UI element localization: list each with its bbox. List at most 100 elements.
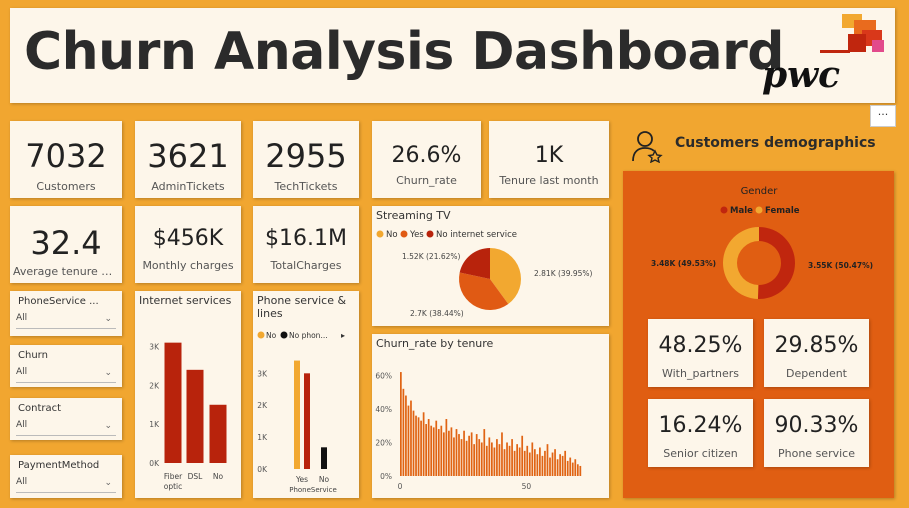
y-tick-label: 0K [257, 465, 268, 474]
x-tick-label: No [319, 475, 330, 484]
x-tick-label: No [213, 472, 224, 481]
bar [564, 450, 567, 476]
page-title: Churn Analysis Dashboard [24, 22, 785, 82]
y-tick-label: 20% [375, 438, 392, 447]
chart-title: Churn_rate by tenure [376, 337, 494, 350]
kpi-value: 2955 [265, 137, 347, 175]
legend-male-swatch [720, 206, 728, 214]
bar [576, 464, 579, 476]
bar [480, 442, 483, 476]
internet-services-chart: Internet services Fiber optic 0K 1K 2K 3K DS… [135, 291, 241, 498]
y-tick-label: 1K [149, 420, 160, 429]
x-tick-label: Fiber [164, 472, 183, 481]
bar [402, 388, 405, 476]
bar [536, 454, 539, 476]
slice-label-no-internet: 1.52K (21.62%) [402, 252, 461, 261]
bar [164, 342, 182, 463]
slice-label-yes: 2.7K (38.44%) [410, 309, 464, 318]
stat-label: Phone service [778, 447, 855, 460]
streaming-tv-svg: No Yes No internet service 2.81K (39.95%… [376, 230, 593, 318]
slicer-dropdown[interactable]: All ⌄ [16, 420, 116, 436]
stat-label: Senior citizen [663, 447, 738, 460]
bar [506, 442, 508, 476]
legend-no-internet-swatch [426, 230, 434, 238]
bar [415, 415, 417, 476]
slicer-label: Churn [18, 350, 48, 361]
bar [513, 450, 516, 476]
legend-female-swatch [755, 206, 763, 214]
bar [544, 450, 546, 476]
slicer-value: All [16, 367, 28, 377]
bar [294, 360, 300, 469]
bar [468, 435, 470, 476]
bar [430, 425, 433, 476]
donut-slice [722, 227, 759, 299]
kpi-average-tenure: 32.4 Average tenure mo... [10, 206, 122, 283]
more-options-button[interactable]: ··· [870, 105, 896, 127]
slicer-churn[interactable]: Churn All ⌄ [10, 345, 122, 387]
legend-no-swatch [376, 230, 384, 238]
slicer-label: PaymentMethod [18, 460, 100, 471]
chevron-down-icon[interactable]: ⌄ [104, 314, 112, 324]
kpi-label: Monthly charges [142, 259, 234, 272]
streaming-tv-chart: Streaming TV No Yes No internet service … [372, 206, 609, 326]
slicer-contract[interactable]: Contract All ⌄ [10, 398, 122, 440]
bar [516, 444, 519, 476]
bar [498, 444, 501, 476]
slicer-dropdown[interactable]: All ⌄ [16, 477, 116, 493]
kpi-label: AdminTickets [151, 180, 225, 193]
bar [501, 432, 503, 476]
slicer-phone-service[interactable]: PhoneService ... All ⌄ [10, 291, 122, 336]
churn-by-tenure-svg: 0% 20% 40% 60% 0 50 [375, 371, 582, 491]
y-tick-label: 60% [375, 371, 392, 380]
phone-service-svg: No No phon... ▸ PhoneService 0K 1K 2K 3K Yes… [257, 331, 345, 494]
donut-label-right: 3.55K (50.47%) [808, 261, 873, 270]
demographics-panel: Gender Male Female 3.48K (49.53%) 3.55K … [623, 171, 894, 498]
kpi-value: 3621 [147, 137, 229, 175]
stat-with-partners: 48.25% With_partners [648, 319, 753, 387]
y-tick-label: 3K [257, 369, 268, 378]
legend-no-internet-label: No internet service [436, 230, 517, 240]
bar [518, 447, 521, 476]
bar [470, 432, 473, 476]
bar [420, 420, 422, 476]
bar [321, 447, 327, 469]
bar [551, 452, 554, 476]
bar [566, 460, 569, 476]
bar [508, 445, 511, 476]
bar [304, 373, 310, 469]
bar [437, 429, 440, 476]
slicer-dropdown[interactable]: All ⌄ [16, 313, 116, 329]
stat-dependent: 29.85% Dependent [764, 319, 869, 387]
chevron-down-icon[interactable]: ⌄ [104, 368, 112, 378]
bar [521, 435, 524, 476]
legend-yes-label: Yes [409, 230, 424, 240]
kpi-value: $456K [152, 226, 224, 251]
bar [488, 437, 491, 476]
user-star-icon [632, 131, 663, 163]
kpi-total-charges: $16.1M TotalCharges [253, 206, 359, 283]
bar [422, 412, 425, 476]
x-axis-title: PhoneService [289, 486, 337, 494]
bar [526, 445, 529, 476]
legend-next-arrow[interactable]: ▸ [341, 331, 345, 340]
slicer-value: All [16, 313, 28, 323]
slicer-dropdown[interactable]: All ⌄ [16, 367, 116, 383]
bar [442, 432, 445, 476]
chevron-down-icon[interactable]: ⌄ [104, 478, 112, 488]
stat-value: 29.85% [774, 333, 859, 358]
kpi-value: 32.4 [30, 224, 102, 262]
bar [463, 430, 465, 476]
chevron-down-icon[interactable]: ⌄ [104, 421, 112, 431]
kpi-tech-tickets: 2955 TechTickets [253, 121, 359, 198]
kpi-label: TotalCharges [270, 259, 342, 272]
bar [186, 369, 204, 463]
bar [556, 459, 559, 476]
legend-no-phone-swatch [280, 331, 288, 339]
bar [405, 395, 407, 476]
kpi-value: 7032 [25, 137, 107, 175]
slicer-payment-method[interactable]: PaymentMethod All ⌄ [10, 455, 122, 498]
x-tick-label: 0 [398, 482, 403, 491]
bar [559, 454, 561, 476]
stat-value: 48.25% [658, 333, 743, 358]
